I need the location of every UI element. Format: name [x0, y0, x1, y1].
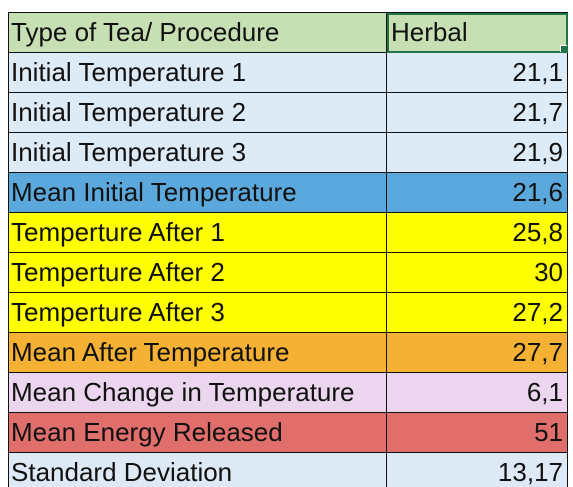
table-row: Mean Initial Temperature 21,6 — [9, 173, 568, 213]
row-value-cell[interactable]: 27,7 — [387, 333, 568, 373]
row-value-cell[interactable]: 21,6 — [387, 173, 568, 213]
row-value-cell[interactable]: 6,1 — [387, 373, 568, 413]
table-row: Temperture After 2 30 — [9, 253, 568, 293]
table-row: Initial Temperature 2 21,7 — [9, 93, 568, 133]
row-value-cell[interactable]: 27,2 — [387, 293, 568, 333]
table-row: Standard Deviation 13,17 — [9, 453, 568, 487]
header-row: Type of Tea/ Procedure Herbal — [9, 13, 568, 53]
header-value-cell-selected[interactable]: Herbal — [387, 13, 568, 53]
row-value-cell[interactable]: 21,1 — [387, 53, 568, 93]
table-row: Initial Temperature 1 21,1 — [9, 53, 568, 93]
row-value-cell[interactable]: 30 — [387, 253, 568, 293]
table-row: Temperture After 1 25,8 — [9, 213, 568, 253]
table-row: Initial Temperature 3 21,9 — [9, 133, 568, 173]
row-label-cell[interactable]: Mean After Temperature — [9, 333, 387, 373]
row-label-cell[interactable]: Mean Energy Released — [9, 413, 387, 453]
row-value-cell[interactable]: 21,7 — [387, 93, 568, 133]
row-label-cell[interactable]: Mean Change in Temperature — [9, 373, 387, 413]
fill-handle[interactable] — [560, 45, 568, 53]
row-value-cell[interactable]: 25,8 — [387, 213, 568, 253]
row-label-cell[interactable]: Temperture After 1 — [9, 213, 387, 253]
row-label-cell[interactable]: Temperture After 3 — [9, 293, 387, 333]
row-label-cell[interactable]: Initial Temperature 1 — [9, 53, 387, 93]
row-value-cell[interactable]: 21,9 — [387, 133, 568, 173]
table-row: Temperture After 3 27,2 — [9, 293, 568, 333]
row-label-cell[interactable]: Initial Temperature 2 — [9, 93, 387, 133]
row-label-cell[interactable]: Temperture After 2 — [9, 253, 387, 293]
header-value-text: Herbal — [391, 17, 468, 47]
table-row: Mean Energy Released 51 — [9, 413, 568, 453]
table-row: Mean After Temperature 27,7 — [9, 333, 568, 373]
row-label-cell[interactable]: Mean Initial Temperature — [9, 173, 387, 213]
row-value-cell[interactable]: 13,17 — [387, 453, 568, 487]
row-label-cell[interactable]: Standard Deviation — [9, 453, 387, 487]
data-table: Type of Tea/ Procedure Herbal Initial Te… — [8, 12, 568, 487]
table-row: Mean Change in Temperature 6,1 — [9, 373, 568, 413]
row-value-cell[interactable]: 51 — [387, 413, 568, 453]
row-label-cell[interactable]: Initial Temperature 3 — [9, 133, 387, 173]
header-label-cell[interactable]: Type of Tea/ Procedure — [9, 13, 387, 53]
